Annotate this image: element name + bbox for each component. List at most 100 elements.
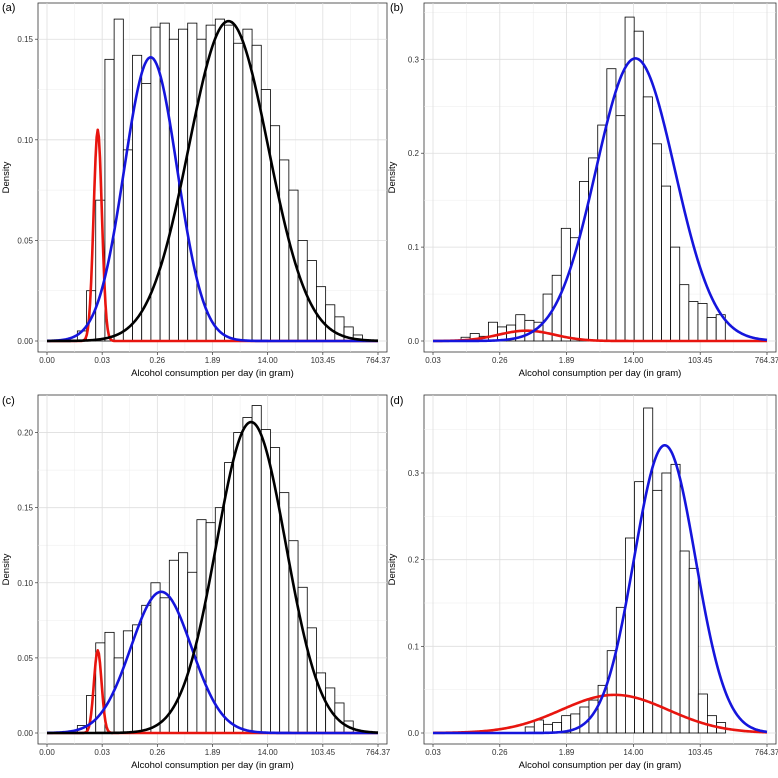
x-axis-title: Alcohol consumption per day (in gram) <box>519 368 682 379</box>
y-tick-label: 0.00 <box>17 337 33 346</box>
y-tick-label: 0.20 <box>17 429 33 438</box>
density-curve-component-3 <box>46 19 379 343</box>
histogram-bar <box>642 96 653 342</box>
histogram-bar <box>260 89 271 342</box>
y-tick-label: 0.1 <box>408 642 420 651</box>
x-tick-label: 764.37 <box>366 748 391 757</box>
histogram-bar <box>688 301 699 342</box>
x-tick-label: 764.37 <box>755 356 778 365</box>
y-tick-label: 0.2 <box>408 149 420 158</box>
panel-d: 0.03 0.26 1.89 14.00 103.45 764.37 0.0 0.1 0.2 0.… <box>387 394 778 771</box>
x-tick-label: 0.26 <box>150 356 166 365</box>
x-tick-label: 0.03 <box>94 748 110 757</box>
x-tick-label: 103.45 <box>311 356 336 365</box>
histogram-bar <box>178 552 189 734</box>
histogram-bar <box>533 719 544 734</box>
y-tick-label: 0.10 <box>17 136 33 145</box>
histogram-bar <box>104 631 115 734</box>
x-tick-label: 764.37 <box>366 356 391 365</box>
panel-label: (d) <box>390 395 403 407</box>
histogram-bar <box>679 550 690 734</box>
panel-b: 0.03 0.26 1.89 14.00 103.45 764.37 0.0 0.1 0.2 0.… <box>387 2 778 379</box>
x-tick-label: 103.45 <box>688 748 713 757</box>
x-tick-label: 14.00 <box>258 356 279 365</box>
x-tick-label: 103.45 <box>311 748 336 757</box>
density-curve-component-1 <box>432 693 768 735</box>
histogram-bar <box>242 28 253 342</box>
x-tick-label: 764.37 <box>755 748 778 757</box>
x-tick-label: 0.26 <box>492 356 508 365</box>
x-axis-title: Alcohol consumption per day (in gram) <box>131 368 294 379</box>
x-tick-label: 1.89 <box>559 356 575 365</box>
y-tick-label: 0.0 <box>408 337 420 346</box>
histogram-bar <box>306 627 317 734</box>
y-tick-label: 0.3 <box>408 55 420 64</box>
histogram-bar <box>670 246 681 342</box>
histogram-bar <box>251 405 262 734</box>
x-tick-label: 0.03 <box>425 748 441 757</box>
histogram-bar <box>260 429 271 734</box>
histogram-bar <box>679 284 690 342</box>
density-curve-component-3 <box>46 420 379 735</box>
y-tick-label: 0.0 <box>408 729 420 738</box>
histogram-bar <box>334 316 345 342</box>
histogram-bar <box>224 462 235 734</box>
y-tick-label: 0.15 <box>17 35 33 44</box>
x-tick-label: 0.00 <box>39 356 55 365</box>
histogram-bar <box>606 650 617 734</box>
x-tick-label: 0.03 <box>94 356 110 365</box>
histogram-bar <box>697 303 708 342</box>
y-axis-title: Density <box>387 161 398 193</box>
histogram-bar <box>233 432 244 734</box>
density-curve-component-2 <box>46 56 379 343</box>
y-tick-label: 0.3 <box>408 469 420 478</box>
histogram-bar <box>661 472 672 734</box>
histogram-bar <box>270 125 281 342</box>
x-tick-label: 14.00 <box>623 748 644 757</box>
histogram-bar <box>233 42 244 342</box>
histogram-bar <box>141 604 152 734</box>
y-tick-label: 0.2 <box>408 556 420 565</box>
y-tick-label: 0.10 <box>17 579 33 588</box>
y-tick-label: 0.05 <box>17 654 33 663</box>
histogram-bar <box>224 24 235 342</box>
x-tick-label: 0.26 <box>150 748 166 757</box>
x-tick-label: 103.45 <box>688 356 713 365</box>
histogram-bar <box>697 693 708 734</box>
y-axis-title: Density <box>387 553 398 585</box>
x-axis-title: Alcohol consumption per day (in gram) <box>131 760 294 771</box>
y-tick-label: 0.15 <box>17 504 33 513</box>
x-tick-label: 0.26 <box>492 748 508 757</box>
histogram-bar <box>150 582 161 734</box>
histogram-bar <box>688 567 699 734</box>
histogram-bar <box>643 407 654 734</box>
density-curve-component-2 <box>432 443 768 735</box>
x-tick-label: 1.89 <box>559 748 575 757</box>
y-tick-label: 0.00 <box>17 729 33 738</box>
y-tick-label: 0.1 <box>408 243 420 252</box>
histogram-bar <box>633 30 644 342</box>
histogram-bar <box>670 463 681 734</box>
panel-label: (b) <box>390 2 403 14</box>
x-tick-label: 0.03 <box>425 356 441 365</box>
density-curve-component-2 <box>432 57 768 343</box>
y-tick-label: 0.05 <box>17 236 33 245</box>
histogram-bar <box>168 38 179 342</box>
histogram-bar <box>487 321 498 342</box>
histogram-bar <box>706 317 717 342</box>
histogram-bar <box>242 417 253 734</box>
panel-a: 0.00 0.03 0.26 1.89 14.00 103.45 764.37 0.00 0.0… <box>1 2 391 379</box>
histogram-bar <box>615 115 626 342</box>
y-axis-title: Density <box>1 161 12 193</box>
panel-label: (a) <box>2 2 15 14</box>
histogram-bar <box>651 143 662 342</box>
histogram-bar <box>159 22 170 342</box>
histogram-bar <box>214 18 225 342</box>
x-axis-title: Alcohol consumption per day (in gram) <box>519 760 682 771</box>
histogram-bar <box>122 149 133 342</box>
panel-label: (c) <box>2 395 15 407</box>
x-tick-label: 1.89 <box>205 748 221 757</box>
panel-c: 0.00 0.03 0.26 1.89 14.00 103.45 764.37 0.00 0.0… <box>1 394 391 771</box>
histogram-bar <box>279 159 290 342</box>
